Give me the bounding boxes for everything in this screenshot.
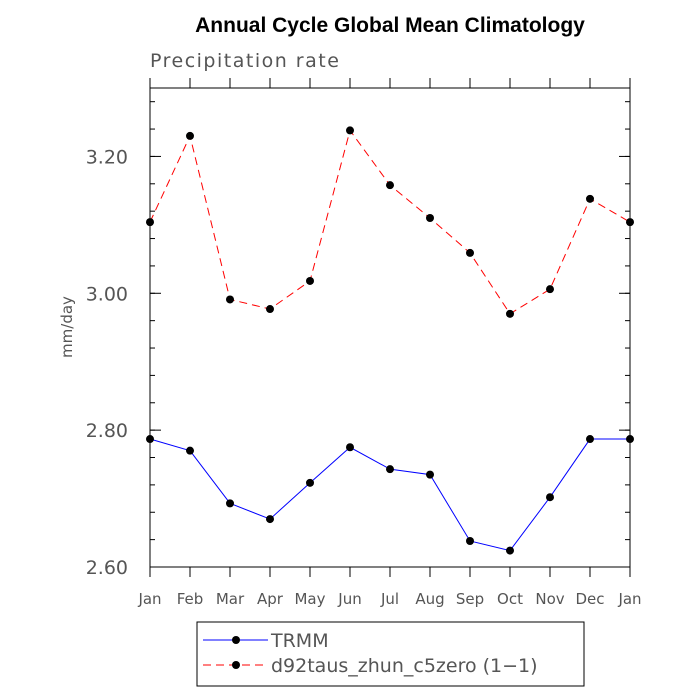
y-tick-label: 3.20 [86, 146, 128, 168]
x-tick-label: Aug [415, 590, 444, 608]
data-point [466, 248, 474, 257]
data-point [426, 214, 434, 223]
x-tick-label: May [294, 590, 325, 608]
legend-label-1: TRMM [270, 630, 329, 652]
chart-subtitle: Precipitation rate [150, 50, 340, 72]
x-tick-label: Jan [617, 590, 641, 608]
data-point [466, 536, 474, 545]
legend: TRMM d92taus_zhun_c5zero (1−1) [196, 621, 585, 687]
data-point [306, 276, 314, 285]
x-tick-label: Apr [257, 590, 284, 608]
data-point [586, 194, 594, 203]
x-tick-label: Feb [177, 590, 204, 608]
legend-label-2: d92taus_zhun_c5zero (1−1) [271, 655, 538, 677]
data-point [146, 218, 154, 227]
series-line [149, 438, 630, 552]
legend-marker-1 [232, 636, 240, 644]
data-point [266, 305, 274, 314]
series-1 [146, 435, 634, 555]
data-point [546, 493, 554, 502]
data-point [586, 435, 594, 444]
x-tick-label: Mar [216, 590, 245, 608]
y-axis-label: mm/day [58, 296, 76, 358]
data-point [306, 478, 314, 487]
axis-ticks [149, 78, 631, 577]
data-point [226, 295, 234, 304]
legend-marker-2 [232, 661, 240, 669]
data-point [186, 446, 194, 455]
legend-box [196, 621, 585, 687]
x-tick-label: Jul [380, 590, 399, 608]
data-point [226, 499, 234, 508]
x-tick-label: Oct [497, 590, 523, 608]
data-point [346, 126, 354, 135]
data-point [346, 443, 354, 452]
data-point [546, 285, 554, 294]
data-point [266, 515, 274, 524]
plot-frame [149, 87, 631, 568]
axis-tick-labels: Jan Feb Mar Apr May Jun Jul Aug Sep Oct Nov Dec Jan 2… [86, 146, 642, 608]
data-point [386, 465, 394, 474]
x-tick-label: Sep [456, 590, 484, 608]
data-point [146, 435, 154, 444]
data-point [186, 131, 194, 140]
data-point [506, 309, 514, 318]
data-point [426, 470, 434, 479]
series-line [149, 129, 631, 315]
data-point [626, 218, 634, 227]
data-point [386, 181, 394, 190]
chart-title: Annual Cycle Global Mean Climatology [195, 14, 585, 37]
x-tick-label: Jun [337, 590, 361, 608]
series-2 [146, 126, 634, 318]
x-tick-label: Nov [535, 590, 564, 608]
y-tick-label: 2.80 [86, 420, 128, 442]
x-tick-label: Jan [137, 590, 161, 608]
x-tick-label: Dec [575, 590, 604, 608]
data-point [626, 435, 634, 444]
series-layer [146, 126, 634, 555]
y-tick-label: 2.60 [86, 557, 128, 579]
data-point [506, 546, 514, 555]
y-tick-label: 3.00 [86, 283, 128, 305]
